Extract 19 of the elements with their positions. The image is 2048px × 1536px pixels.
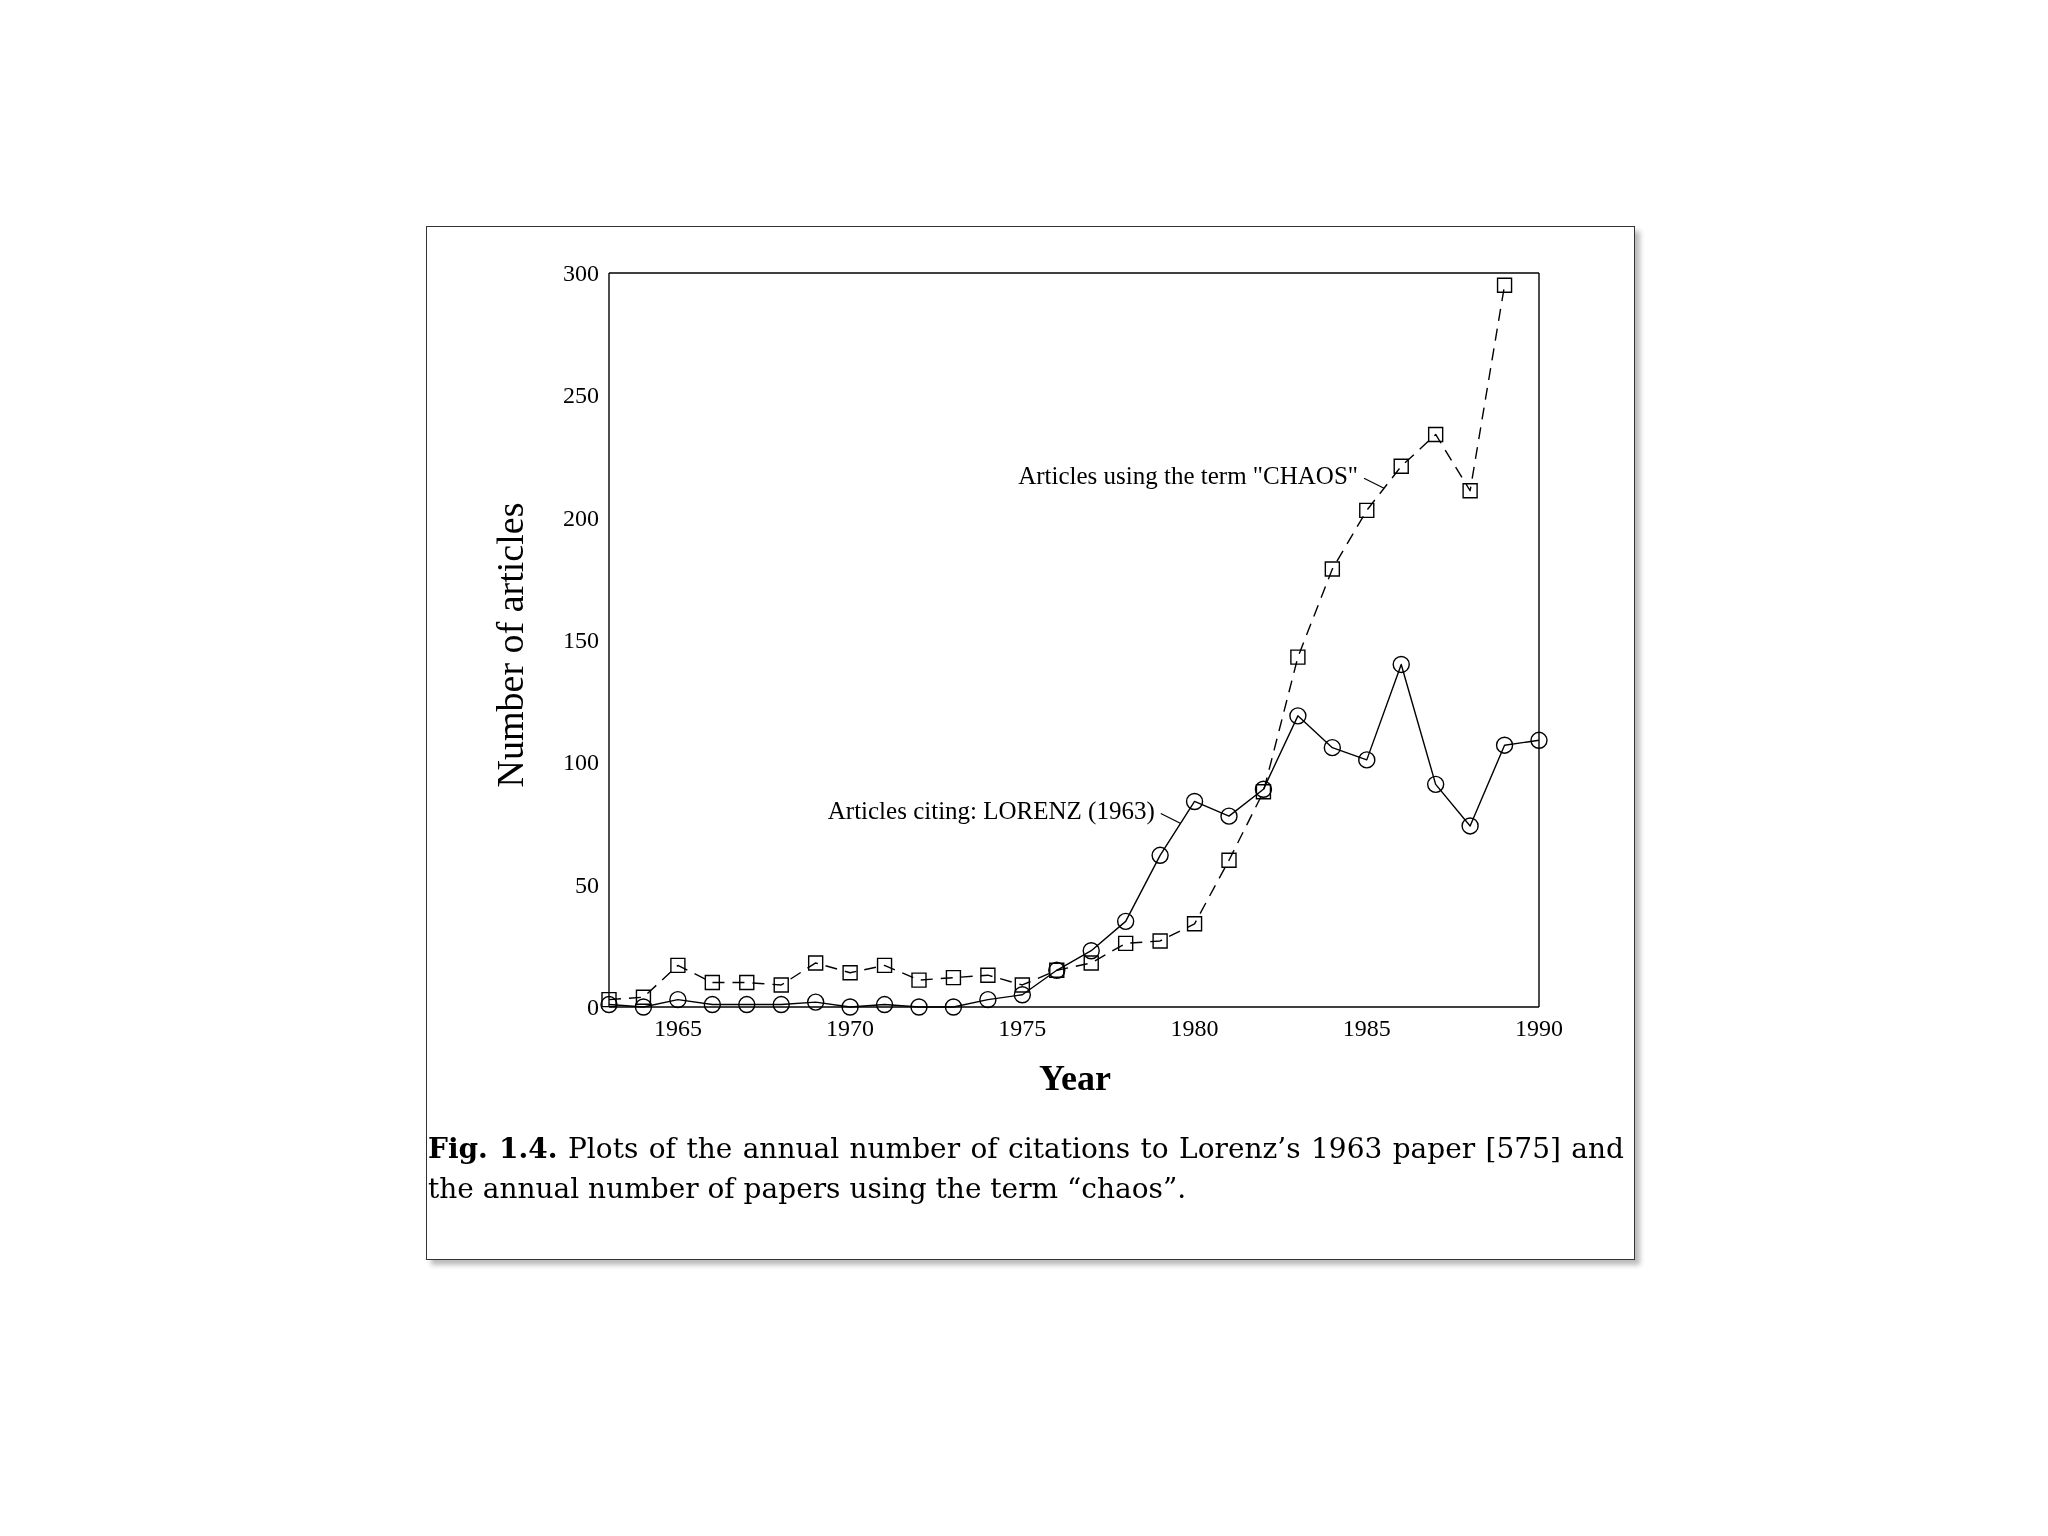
y-tick-label: 0	[587, 994, 599, 1021]
annotation: Articles using the term "CHAOS"	[1018, 462, 1358, 490]
annotation: Articles citing: LORENZ (1963)	[827, 797, 1155, 826]
y-axis-title: Number of articles	[488, 502, 532, 788]
y-tick-label: 50	[575, 871, 599, 898]
y-tick-label: 200	[563, 504, 599, 531]
y-tick-label: 300	[563, 260, 599, 287]
x-tick-label: 1980	[1170, 1015, 1219, 1042]
frame: Articles using the term "CHAOS" Articles citing: LORENZ (1963) 1965 1970 1975 1980 1985 1990 0 50 100 150 200 250 300 Number of articles Year Fig. 1.4. Plots of the annual number of citations to Lorenz’s 1963 paper [575] and the annual number of papers using the term “chaos”.	[426, 226, 1635, 1260]
x-tick-label: 1990	[1515, 1015, 1563, 1042]
y-tick-label: 250	[563, 382, 599, 409]
x-tick-label: 1965	[653, 1015, 702, 1042]
x-tick-label: 1975	[998, 1015, 1047, 1042]
y-tick-label: 150	[563, 627, 599, 654]
x-axis-title: Year	[1039, 1057, 1111, 1099]
y-tick-label: 100	[563, 749, 599, 776]
caption: Fig. 1.4. Plots of the annual number of citations to Lorenz’s 1963 paper [575] and the annual number of papers using the term “chaos”.	[428, 1132, 1624, 1205]
x-tick-label: 1985	[1342, 1015, 1391, 1042]
x-tick-label: 1970	[826, 1015, 875, 1042]
